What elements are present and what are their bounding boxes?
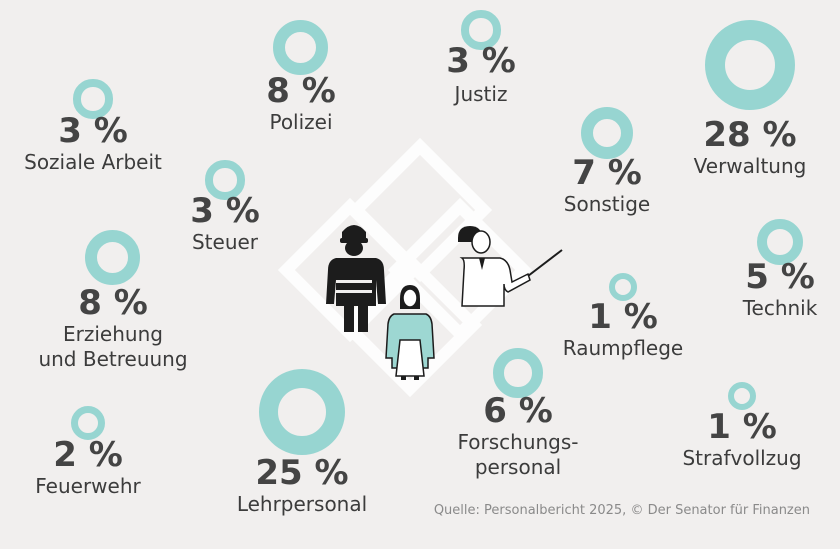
percentage-polizei: 8 % — [266, 71, 336, 111]
percentage-strafvollzug: 1 % — [707, 407, 777, 447]
teacher-man-figure — [458, 226, 563, 307]
ring-technik — [756, 218, 804, 266]
label-verwaltung: Verwaltung — [694, 154, 807, 179]
ring-strafvollzug — [727, 381, 757, 411]
ring-feuerwehr — [70, 405, 106, 441]
percentage-forschungs-personal: 6 % — [483, 391, 553, 431]
percentage-raumpflege: 1 % — [588, 297, 658, 337]
ring-raumpflege — [608, 272, 638, 302]
label-line-soziale-arbeit-0: Soziale Arbeit — [24, 150, 162, 174]
label-line-steuer-0: Steuer — [191, 230, 259, 254]
label-line-feuerwehr-0: Feuerwehr — [35, 474, 141, 498]
label-line-raumpflege-0: Raumpflege — [562, 336, 684, 360]
label-line-verwaltung-0: Verwaltung — [693, 154, 807, 178]
ring-soziale-arbeit — [73, 79, 113, 119]
ring-justiz — [461, 10, 501, 50]
teacher-woman-figure — [385, 285, 435, 380]
percentage-justiz: 3 % — [446, 41, 516, 81]
label-line-erziehung-und-betreuung-1: und Betreuung — [38, 347, 188, 371]
label-erziehung-und-betreuung: Erziehung und Betreuung — [38, 322, 187, 372]
percentage-soziale-arbeit: 3 % — [58, 111, 128, 151]
label-line-strafvollzug-0: Strafvollzug — [682, 446, 802, 470]
ring-forschungs-personal — [493, 348, 543, 398]
ring-lehrpersonal — [258, 368, 346, 456]
source-note: Quelle: Personalbericht 2025, © Der Sena… — [433, 503, 810, 518]
label-line-justiz-0: Justiz — [454, 82, 508, 106]
label-feuerwehr: Feuerwehr — [35, 474, 140, 499]
label-steuer: Steuer — [192, 230, 258, 255]
ring-sonstige — [580, 106, 634, 160]
percentage-erziehung-und-betreuung: 8 % — [78, 283, 148, 323]
percentage-feuerwehr: 2 % — [53, 435, 123, 475]
label-strafvollzug: Strafvollzug — [682, 446, 801, 471]
label-line-polizei-0: Polizei — [269, 110, 333, 134]
label-polizei: Polizei — [269, 110, 332, 135]
label-sonstige: Sonstige — [564, 192, 650, 217]
ring-polizei — [273, 20, 329, 76]
staff-illustration — [277, 137, 563, 398]
label-soziale-arbeit: Soziale Arbeit — [24, 150, 162, 175]
label-justiz: Justiz — [455, 82, 508, 107]
ring-erziehung-und-betreuung — [85, 230, 141, 286]
label-line-sonstige-0: Sonstige — [563, 192, 651, 216]
percentage-verwaltung: 28 % — [703, 115, 797, 155]
label-line-technik-0: Technik — [742, 296, 818, 320]
label-line-erziehung-und-betreuung-0: Erziehung — [63, 322, 163, 346]
percentage-steuer: 3 % — [190, 191, 260, 231]
ring-verwaltung — [704, 19, 796, 111]
label-raumpflege: Raumpflege — [563, 336, 683, 361]
label-technik: Technik — [743, 296, 818, 321]
percentage-lehrpersonal: 25 % — [255, 453, 349, 493]
firefighter-figure — [326, 225, 386, 332]
percentage-sonstige: 7 % — [572, 153, 642, 193]
label-line-forschungs-personal-0: Forschungs- — [457, 430, 579, 454]
label-lehrpersonal: Lehrpersonal — [237, 492, 367, 517]
label-line-forschungs-personal-1: personal — [474, 455, 562, 479]
percentage-technik: 5 % — [745, 257, 815, 297]
ring-steuer — [205, 160, 245, 200]
label-line-lehrpersonal-0: Lehrpersonal — [236, 492, 368, 516]
label-forschungs-personal: Forschungs-personal — [457, 430, 578, 480]
